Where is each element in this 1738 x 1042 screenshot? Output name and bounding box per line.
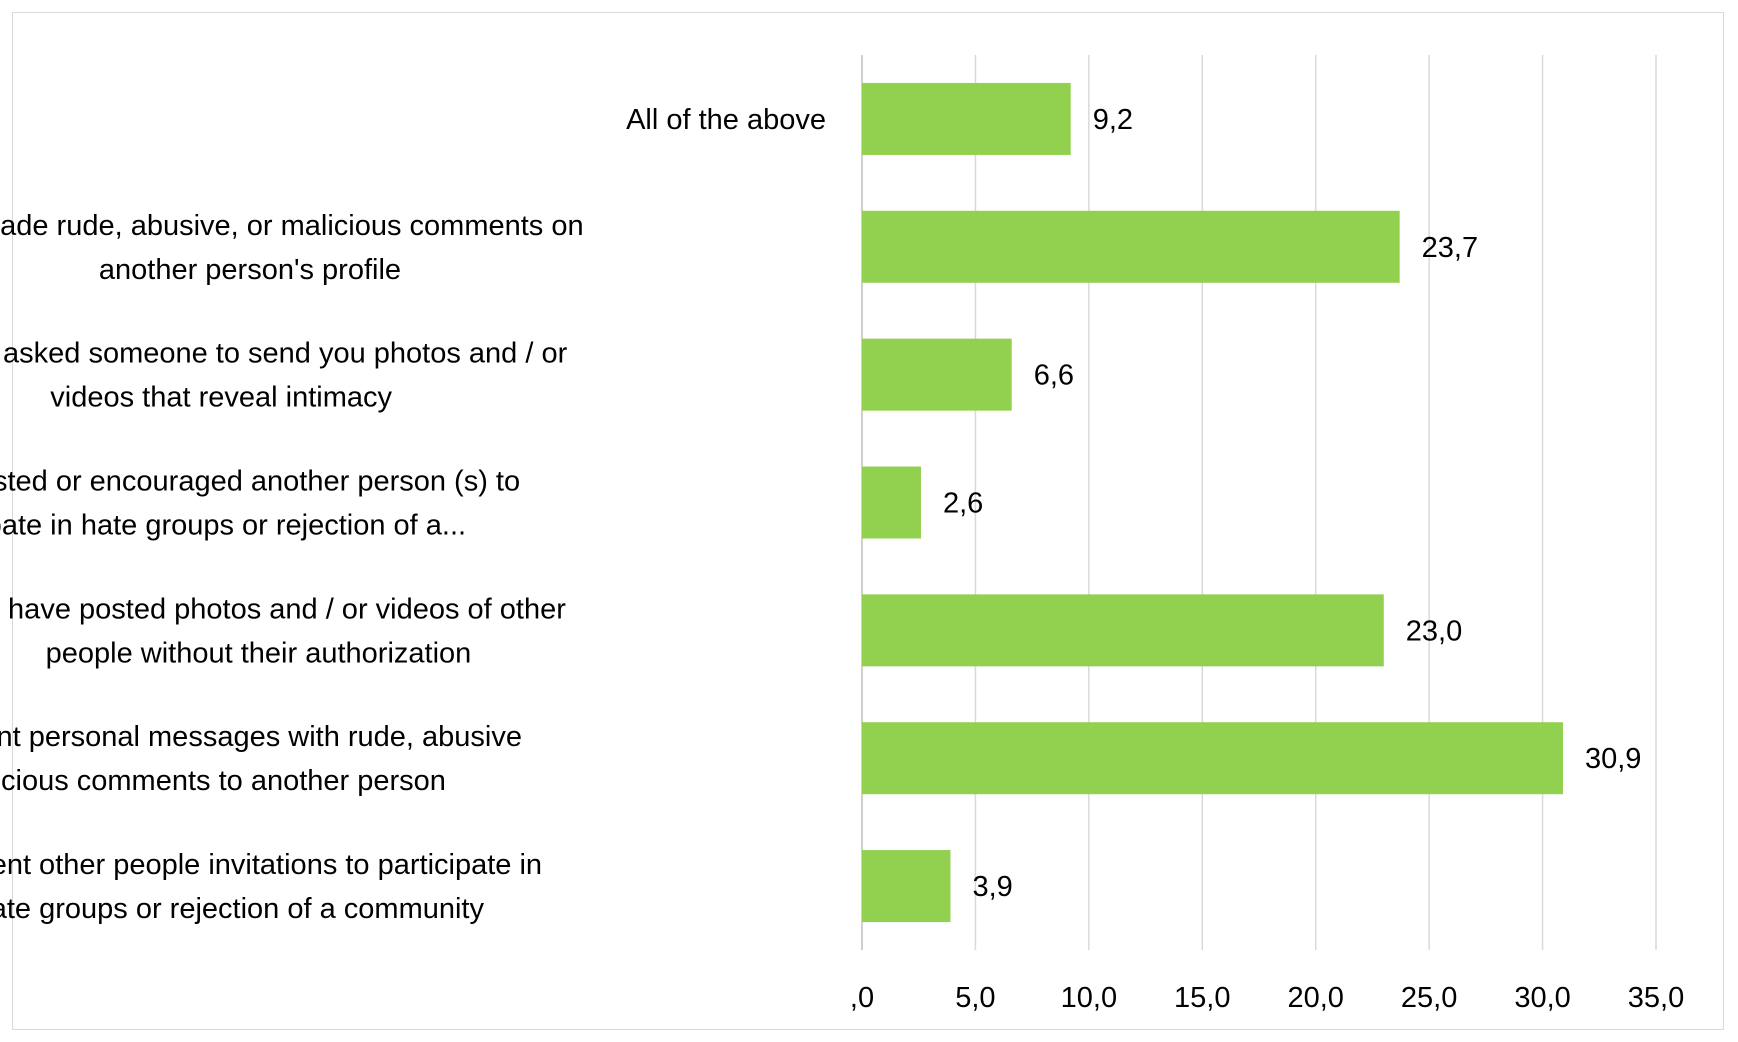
data-label: 2,6 (943, 488, 983, 520)
x-tick-label: 10,0 (1061, 982, 1117, 1014)
x-axis-tick-labels: ,0 5,0 10,0 15,0 20,0 25,0 30,0 35,0 (850, 982, 1684, 1014)
bar (862, 82, 1071, 155)
category-label-line: You have asked someone to send you photo… (0, 338, 568, 370)
x-tick-label: 15,0 (1174, 982, 1230, 1014)
category-label-line: You have posted photos and / or videos o… (0, 593, 566, 625)
bar (862, 722, 1563, 795)
category-label-line: or malicious comments to another person (0, 765, 446, 797)
category-label-line: people without their authorization (46, 637, 472, 669)
category-label: You have posted photos and / or videos o… (0, 593, 566, 669)
bar (862, 850, 951, 923)
data-labels: 9,2 23,7 6,6 2,6 23,0 30,9 3,9 (943, 104, 1641, 903)
data-label: 23,0 (1406, 615, 1462, 647)
category-label: Has sent other people invitations to par… (0, 849, 542, 925)
category-label: You have sent personal messages with rud… (0, 721, 522, 797)
bar (862, 594, 1384, 667)
category-label-line: Has sent other people invitations to par… (0, 849, 542, 881)
category-labels: All of the above Has made rude, abusive, … (0, 104, 826, 925)
category-label-line: videos that reveal intimacy (50, 382, 392, 414)
x-tick-label: 30,0 (1514, 982, 1570, 1014)
gridlines (861, 55, 1657, 950)
bar (862, 466, 921, 539)
data-label: 6,6 (1034, 360, 1074, 392)
bar (862, 210, 1400, 283)
category-label-line: Has suggested or encouraged another pers… (0, 466, 520, 498)
category-label-line: another person's profile (99, 254, 401, 286)
category-label: All of the above (626, 104, 826, 136)
category-label-line: You have sent personal messages with rud… (0, 721, 522, 753)
bars (862, 82, 1563, 923)
x-tick-label: 35,0 (1628, 982, 1684, 1014)
category-label: Has suggested or encouraged another pers… (0, 466, 520, 542)
bar (862, 338, 1012, 411)
x-tick-label: ,0 (850, 982, 874, 1014)
category-label-line: Has made rude, abusive, or malicious com… (0, 210, 584, 242)
data-label: 30,9 (1585, 743, 1641, 775)
data-label: 9,2 (1093, 104, 1133, 136)
category-label-line: participate in hate groups or rejection … (0, 510, 466, 542)
x-tick-label: 20,0 (1287, 982, 1343, 1014)
data-label: 23,7 (1422, 232, 1478, 264)
category-label-line: hate groups or rejection of a community (0, 893, 484, 925)
x-tick-label: 25,0 (1401, 982, 1457, 1014)
category-label-line: All of the above (626, 104, 826, 136)
category-label: You have asked someone to send you photo… (0, 338, 568, 414)
category-label: Has made rude, abusive, or malicious com… (0, 210, 584, 286)
data-label: 3,9 (972, 871, 1012, 903)
x-tick-label: 5,0 (955, 982, 995, 1014)
